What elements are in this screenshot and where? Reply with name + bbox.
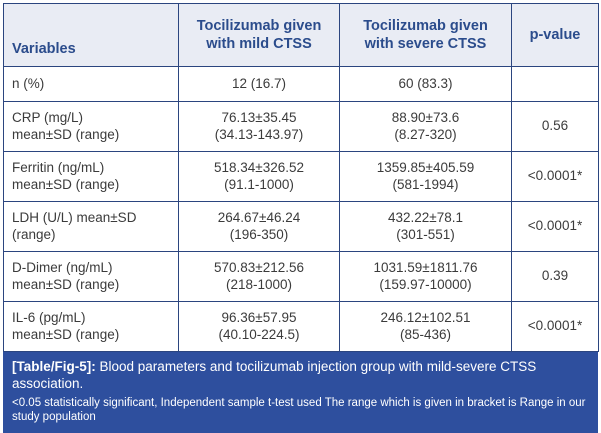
cell-variable: LDH (U/L) mean±SD (range) bbox=[3, 201, 179, 252]
cell-severe-line1: 246.12±102.51 bbox=[380, 309, 471, 325]
cell-variable: n (%) bbox=[3, 66, 179, 102]
figure-caption-band: [Table/Fig-5]: Blood parameters and toci… bbox=[3, 352, 598, 433]
table-row: CRP (mg/L) mean±SD (range) 76.13±35.45 (… bbox=[3, 101, 599, 152]
table-header-row: Variables Tocilizumab given with mild CT… bbox=[3, 3, 599, 67]
cell-severe: 88.90±73.6 (8.27-320) bbox=[339, 101, 512, 152]
cell-severe-line1: 1031.59±1811.76 bbox=[373, 259, 478, 275]
figure-caption-note: <0.05 statistically significant, Indepen… bbox=[12, 396, 586, 424]
cell-variable-line1: Ferritin (ng/mL) bbox=[12, 159, 105, 175]
cell-variable: IL-6 (pg/mL) mean±SD (range) bbox=[3, 301, 179, 352]
cell-pvalue: 0.56 bbox=[511, 101, 599, 152]
cell-pvalue: <0.0001* bbox=[511, 151, 599, 202]
cell-variable-line2: (range) bbox=[12, 226, 56, 242]
cell-variable: Ferritin (ng/mL) mean±SD (range) bbox=[3, 151, 179, 202]
cell-mild-line2: (91.1-1000) bbox=[224, 176, 294, 192]
figure-caption-label: [Table/Fig-5]: bbox=[12, 359, 96, 374]
cell-pvalue: 0.39 bbox=[511, 251, 599, 302]
column-header-pvalue: p-value bbox=[511, 3, 599, 67]
cell-severe-line1: 60 (83.3) bbox=[398, 75, 453, 91]
caption-band-filler bbox=[3, 423, 598, 429]
cell-severe-line1: 1359.85±405.59 bbox=[376, 159, 475, 175]
cell-mild: 570.83±212.56 (218-1000) bbox=[178, 251, 340, 302]
column-header-severe-line2: with severe CTSS bbox=[364, 36, 487, 52]
cell-mild-line2: (34.13-143.97) bbox=[214, 126, 304, 142]
cell-severe: 432.22±78.1 (301-551) bbox=[339, 201, 512, 252]
cell-variable-line2: mean±SD (range) bbox=[12, 276, 120, 292]
cell-pvalue: <0.0001* bbox=[511, 301, 599, 352]
table-row: IL-6 (pg/mL) mean±SD (range) 96.36±57.95… bbox=[3, 301, 599, 352]
cell-variable-line2: mean±SD (range) bbox=[12, 176, 120, 192]
cell-severe: 1359.85±405.59 (581-1994) bbox=[339, 151, 512, 202]
cell-mild: 264.67±46.24 (196-350) bbox=[178, 201, 340, 252]
table-row: n (%) 12 (16.7) 60 (83.3) bbox=[3, 66, 599, 102]
column-header-variables: Variables bbox=[3, 3, 179, 67]
cell-variable-line2: mean±SD (range) bbox=[12, 126, 120, 142]
column-header-severe-ctss: Tocilizumab given with severe CTSS bbox=[339, 3, 512, 67]
table-body: n (%) 12 (16.7) 60 (83.3) CRP (mg/L) mea… bbox=[3, 66, 599, 352]
cell-severe: 60 (83.3) bbox=[339, 66, 512, 102]
cell-mild-line1: 570.83±212.56 bbox=[214, 259, 304, 275]
cell-severe-line2: (85-436) bbox=[399, 326, 452, 342]
cell-variable-line1: CRP (mg/L) bbox=[12, 109, 84, 125]
cell-severe-line1: 88.90±73.6 bbox=[391, 109, 460, 125]
cell-variable-line2: mean±SD (range) bbox=[12, 326, 120, 342]
cell-variable-line1: IL-6 (pg/mL) bbox=[12, 309, 86, 325]
column-header-mild-line2: with mild CTSS bbox=[206, 36, 312, 52]
cell-severe-line2: (8.27-320) bbox=[394, 126, 457, 142]
cell-variable-line1: D-Dimer (ng/mL) bbox=[12, 259, 113, 275]
column-header-mild-line1: Tocilizumab given bbox=[196, 17, 322, 34]
cell-mild: 518.34±326.52 (91.1-1000) bbox=[178, 151, 340, 202]
blood-parameters-table: Variables Tocilizumab given with mild CT… bbox=[3, 3, 599, 352]
figure-caption: [Table/Fig-5]: Blood parameters and toci… bbox=[12, 358, 589, 393]
cell-variable: CRP (mg/L) mean±SD (range) bbox=[3, 101, 179, 152]
cell-pvalue bbox=[511, 66, 599, 102]
cell-severe-line1: 432.22±78.1 bbox=[388, 209, 463, 225]
cell-mild-line2: (196-350) bbox=[229, 226, 289, 242]
cell-mild: 12 (16.7) bbox=[178, 66, 340, 102]
cell-severe-line2: (159.97-10000) bbox=[379, 276, 472, 292]
cell-mild-line2: (40.10-224.5) bbox=[218, 326, 300, 342]
cell-severe: 1031.59±1811.76 (159.97-10000) bbox=[339, 251, 512, 302]
cell-mild-line1: 264.67±46.24 bbox=[217, 209, 301, 225]
cell-mild-line1: 12 (16.7) bbox=[231, 75, 287, 91]
column-header-severe-line1: Tocilizumab given bbox=[363, 17, 488, 34]
column-header-mild-ctss: Tocilizumab given with mild CTSS bbox=[178, 3, 340, 67]
cell-severe-line2: (301-551) bbox=[396, 226, 455, 242]
table-row: D-Dimer (ng/mL) mean±SD (range) 570.83±2… bbox=[3, 251, 599, 302]
cell-variable-line1: LDH (U/L) mean±SD bbox=[12, 209, 137, 225]
cell-mild-line1: 76.13±35.45 bbox=[221, 109, 297, 125]
cell-variable-line1: n (%) bbox=[12, 75, 45, 91]
cell-mild-line1: 518.34±326.52 bbox=[214, 159, 304, 175]
table-row: LDH (U/L) mean±SD (range) 264.67±46.24 (… bbox=[3, 201, 599, 252]
cell-severe: 246.12±102.51 (85-436) bbox=[339, 301, 512, 352]
figure-caption-text: Blood parameters and tocilizumab injecti… bbox=[12, 359, 537, 392]
cell-mild: 96.36±57.95 (40.10-224.5) bbox=[178, 301, 340, 352]
table-header: Variables Tocilizumab given with mild CT… bbox=[3, 3, 599, 67]
cell-mild-line1: 96.36±57.95 bbox=[221, 309, 297, 325]
cell-mild: 76.13±35.45 (34.13-143.97) bbox=[178, 101, 340, 152]
cell-severe-line2: (581-1994) bbox=[392, 176, 459, 192]
cell-variable: D-Dimer (ng/mL) mean±SD (range) bbox=[3, 251, 179, 302]
cell-pvalue: <0.0001* bbox=[511, 201, 599, 252]
cell-mild-line2: (218-1000) bbox=[225, 276, 293, 292]
table-row: Ferritin (ng/mL) mean±SD (range) 518.34±… bbox=[3, 151, 599, 202]
